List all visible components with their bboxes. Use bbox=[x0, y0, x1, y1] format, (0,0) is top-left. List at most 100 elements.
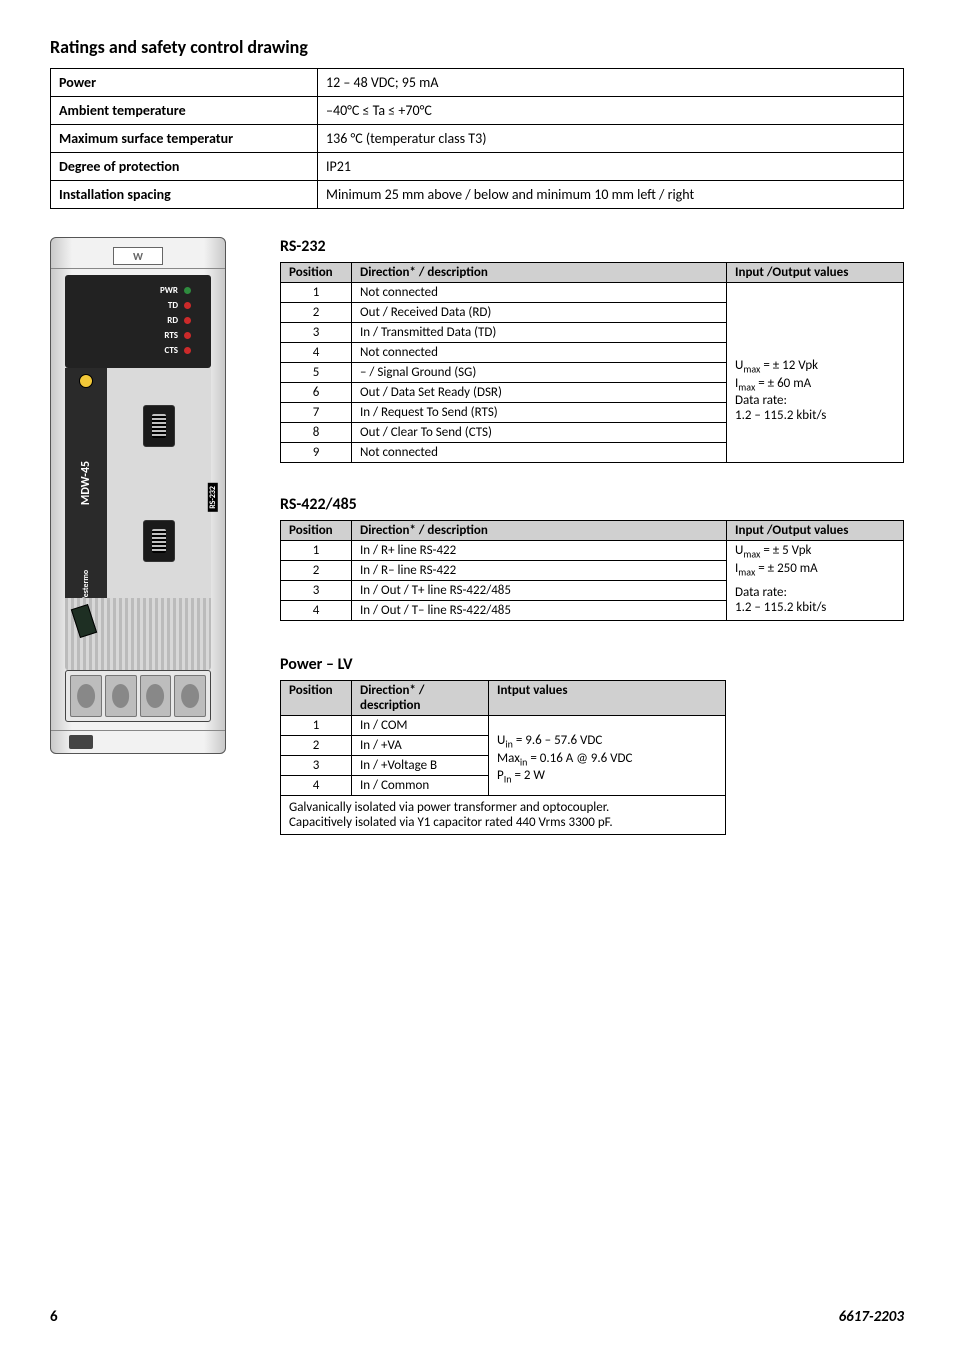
ratings-label: Power bbox=[51, 69, 318, 97]
cell-pos: 3 bbox=[281, 756, 352, 776]
ratings-table: Power12 – 48 VDC; 95 mA Ambient temperat… bbox=[50, 68, 904, 209]
led-row: TD bbox=[65, 298, 211, 313]
rs232-table: Position Direction* / description Input … bbox=[280, 262, 904, 463]
device-ribbed bbox=[65, 598, 211, 670]
device-leds: PWR TD RD RTS CTS bbox=[65, 275, 211, 368]
ratings-value: 12 – 48 VDC; 95 mA bbox=[318, 69, 904, 97]
cell-pos: 1 bbox=[281, 283, 352, 303]
device-bottom bbox=[51, 730, 225, 753]
cell-pos: 7 bbox=[281, 403, 352, 423]
col-input-values: Intput values bbox=[489, 681, 726, 716]
terminal-screw bbox=[70, 675, 102, 717]
io-text: Umax = ± 12 Vpk Imax = ± 60 mA Data rate… bbox=[735, 322, 895, 423]
table-row: Installation spacingMinimum 25 mm above … bbox=[51, 181, 904, 209]
cell-desc: In / Out / T+ line RS-422/485 bbox=[352, 581, 727, 601]
device-terminal-block bbox=[65, 670, 211, 722]
led-row: CTS bbox=[65, 343, 211, 358]
cell-desc: Out / Clear To Send (CTS) bbox=[352, 423, 727, 443]
device-logo: W bbox=[113, 247, 163, 265]
table-body: 1In / COM Uin = 9.6 – 57.6 VDC Maxin = 0… bbox=[281, 716, 726, 835]
table-head: Position Direction* / description Input … bbox=[281, 263, 904, 283]
page-title: Ratings and safety control drawing bbox=[50, 36, 904, 58]
ratings-label: Ambient temperature bbox=[51, 97, 318, 125]
led-label: TD bbox=[168, 300, 178, 311]
cell-pos: 4 bbox=[281, 776, 352, 796]
device-tab bbox=[69, 735, 93, 749]
io-line: Data rate: bbox=[735, 585, 787, 600]
rs422-table: Position Direction* / description Input … bbox=[280, 520, 904, 621]
io-text: Uin = 9.6 – 57.6 VDC Maxin = 0.16 A @ 9.… bbox=[497, 725, 717, 786]
table-head: Position Direction* / description Intput… bbox=[281, 681, 726, 716]
led-dot bbox=[184, 287, 191, 294]
ratings-body: Power12 – 48 VDC; 95 mA Ambient temperat… bbox=[51, 69, 904, 209]
table-row: 3In / Out / T+ line RS-422/485 Data rate… bbox=[281, 581, 904, 601]
note-line: Galvanically isolated via power transfor… bbox=[289, 800, 609, 815]
power-title: Power – LV bbox=[280, 655, 904, 674]
cell-dir: In / +Voltage B bbox=[352, 756, 489, 776]
cell-desc: Not connected bbox=[352, 343, 727, 363]
led-dot bbox=[184, 317, 191, 324]
ratings-value: IP21 bbox=[318, 153, 904, 181]
power-table: Position Direction* / description Intput… bbox=[280, 680, 726, 835]
cell-io: Umax = ± 12 Vpk Imax = ± 60 mA Data rate… bbox=[727, 283, 904, 463]
device-dark-strip: MDW-45 Westermo bbox=[65, 368, 107, 598]
ratings-label: Degree of protection bbox=[51, 153, 318, 181]
cell-desc: – / Signal Ground (SG) bbox=[352, 363, 727, 383]
device-model: MDW-45 bbox=[79, 461, 93, 505]
col-direction: Direction* / description bbox=[352, 681, 489, 716]
terminal-screw bbox=[105, 675, 137, 717]
col-io-values: Input /Output values bbox=[727, 263, 904, 283]
ratings-label: Installation spacing bbox=[51, 181, 318, 209]
table-head: Position Direction* / description Input … bbox=[281, 521, 904, 541]
ratings-value: –40°C ≤ Ta ≤ +70°C bbox=[318, 97, 904, 125]
table-row: 1In / R+ line RS-422 Umax = ± 5 Vpk Imax… bbox=[281, 541, 904, 561]
device-port-bottom bbox=[143, 520, 175, 562]
led-label: PWR bbox=[160, 285, 178, 296]
device-port-label: RS-232 bbox=[208, 483, 218, 512]
col-description: Direction* / description bbox=[352, 263, 727, 283]
terminal-screw bbox=[140, 675, 172, 717]
table-row: Degree of protectionIP21 bbox=[51, 153, 904, 181]
device-chip bbox=[71, 604, 97, 638]
cell-desc: In / Request To Send (RTS) bbox=[352, 403, 727, 423]
ratings-label: Maximum surface temperatur bbox=[51, 125, 318, 153]
device-light-strip: RS-232 bbox=[107, 368, 211, 598]
cell-desc: Not connected bbox=[352, 443, 727, 463]
cell-pos: 4 bbox=[281, 343, 352, 363]
note-line: Capacitively isolated via Y1 capacitor r… bbox=[289, 815, 613, 830]
ratings-value: Minimum 25 mm above / below and minimum … bbox=[318, 181, 904, 209]
rs422-title: RS-422/485 bbox=[280, 495, 904, 514]
table-body: 1 Not connected Umax = ± 12 Vpk Imax = ± … bbox=[281, 283, 904, 463]
table-row: Ambient temperature–40°C ≤ Ta ≤ +70°C bbox=[51, 97, 904, 125]
device-column: W PWR TD RD RTS CTS MDW-45 Westermo RS-2… bbox=[50, 237, 240, 865]
cell-io: Umax = ± 5 Vpk Imax = ± 250 mA bbox=[727, 541, 904, 581]
cell-desc: Out / Received Data (RD) bbox=[352, 303, 727, 323]
cell-dir: In / +VA bbox=[352, 736, 489, 756]
led-label: RD bbox=[167, 315, 178, 326]
cell-pos: 2 bbox=[281, 303, 352, 323]
cell-desc: Out / Data Set Ready (DSR) bbox=[352, 383, 727, 403]
rs232-block: RS-232 Position Direction* / description… bbox=[280, 237, 904, 463]
io-line: 1.2 – 115.2 kbit/s bbox=[735, 408, 826, 423]
device-port-top bbox=[143, 405, 175, 447]
cell-dir: In / COM bbox=[352, 716, 489, 736]
led-label: CTS bbox=[165, 345, 178, 356]
ratings-value: 136 °C (temperatur class T3) bbox=[318, 125, 904, 153]
cell-pos: 8 bbox=[281, 423, 352, 443]
cell-pos: 2 bbox=[281, 561, 352, 581]
cell-io: Uin = 9.6 – 57.6 VDC Maxin = 0.16 A @ 9.… bbox=[489, 716, 726, 796]
col-position: Position bbox=[281, 263, 352, 283]
page-number: 6 bbox=[50, 1308, 58, 1326]
led-row: RTS bbox=[65, 328, 211, 343]
cell-desc: In / Transmitted Data (TD) bbox=[352, 323, 727, 343]
io-line: 1.2 – 115.2 kbit/s bbox=[735, 600, 826, 615]
led-row: RD bbox=[65, 313, 211, 328]
led-row: PWR bbox=[65, 283, 211, 298]
cell-pos: 3 bbox=[281, 323, 352, 343]
rs232-title: RS-232 bbox=[280, 237, 904, 256]
page-footer: 6 6617-2203 bbox=[50, 1308, 904, 1326]
cell-pos: 5 bbox=[281, 363, 352, 383]
cell-pos: 2 bbox=[281, 736, 352, 756]
table-note-row: Galvanically isolated via power transfor… bbox=[281, 796, 726, 835]
device-illustration: W PWR TD RD RTS CTS MDW-45 Westermo RS-2… bbox=[50, 237, 226, 754]
